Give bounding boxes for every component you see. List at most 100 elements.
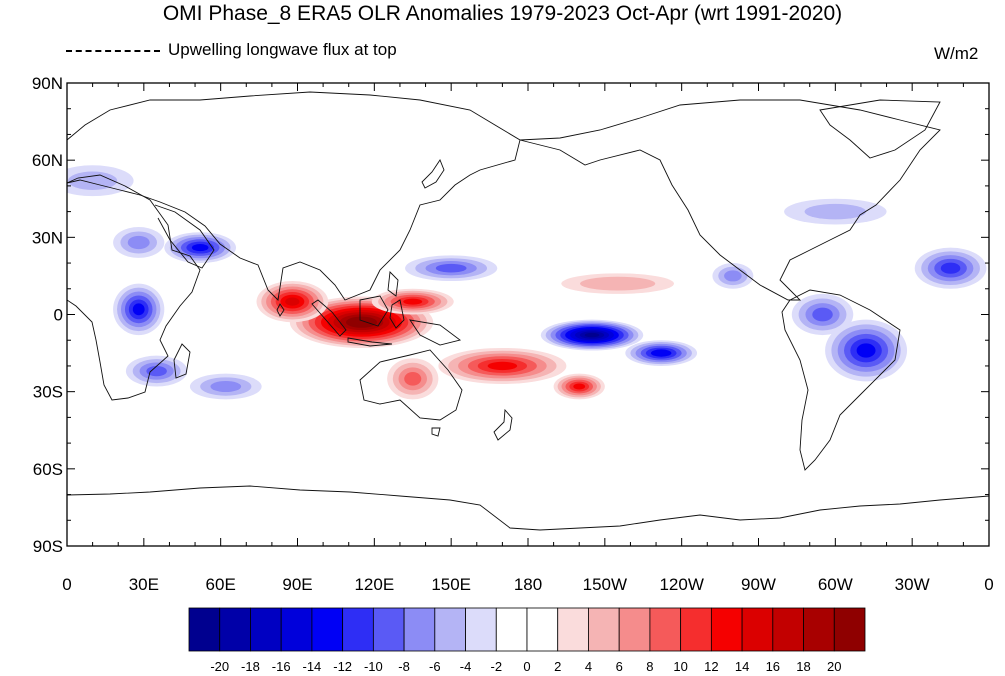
arabia-coastline — [154, 204, 215, 269]
flux-legend: Upwelling longwave flux at top — [66, 40, 397, 60]
flux-legend-label: Upwelling longwave flux at top — [168, 40, 397, 59]
colorbar-label: 8 — [646, 659, 653, 674]
south-pacific-positive-contour — [573, 383, 586, 390]
colorbar-label: -2 — [490, 659, 502, 674]
middle-east-negative-contour — [127, 235, 150, 250]
lon-label: 120W — [659, 575, 703, 594]
colorbar-swatch — [588, 607, 620, 652]
spcz-positive — [438, 347, 567, 384]
australia-positive-contour — [404, 371, 422, 386]
west-pacific-negative-contour — [435, 263, 467, 273]
north-america-coastline — [519, 99, 941, 301]
lon-label: 0 — [62, 575, 71, 594]
colorbar-label: -8 — [398, 659, 410, 674]
north-atlantic-negative — [784, 198, 887, 225]
north-atlantic-negative-contour — [804, 203, 867, 220]
colorbar-label: 4 — [585, 659, 592, 674]
brazil-negative-contour — [856, 343, 876, 358]
colorbar-label: 0 — [523, 659, 530, 674]
colorbar-label: 20 — [827, 659, 841, 674]
colorbar-label: -12 — [333, 659, 352, 674]
colorbar-swatch — [833, 607, 866, 652]
lat-label: 0 — [54, 306, 63, 325]
dashed-line-icon — [66, 49, 160, 52]
units-label: W/m2 — [934, 44, 979, 63]
madagascar-coastline — [173, 343, 191, 379]
colorbar-swatch — [219, 607, 251, 652]
colorbar-swatch — [434, 607, 466, 652]
central-america-negative-contour — [724, 270, 742, 282]
lon-label: 30E — [129, 575, 159, 594]
colorbar-swatch — [250, 607, 282, 652]
atlantic-negative — [914, 247, 987, 289]
brazil-negative — [825, 319, 908, 382]
colorbar-swatch — [280, 607, 313, 652]
colorbar-swatch — [311, 607, 344, 652]
colorbar-swatch — [372, 607, 405, 652]
colorbar-label: 6 — [616, 659, 623, 674]
colorbar-swatch — [618, 607, 651, 652]
sri-lanka-coastline — [276, 303, 285, 317]
south-china-sea-positive — [371, 288, 454, 315]
europe-negative-contour — [68, 171, 118, 191]
colorbar-swatch — [803, 607, 835, 652]
central-pacific-negative-contour — [584, 332, 600, 338]
colorbar-swatch — [710, 607, 743, 652]
lat-label: 30S — [33, 383, 63, 402]
eurasia-coastline — [67, 91, 521, 301]
colorbar-label: -6 — [429, 659, 441, 674]
lon-label: 120E — [354, 575, 394, 594]
colorbar-swatch — [188, 607, 221, 652]
borneo-coastline — [359, 295, 389, 327]
lon-label: 150W — [583, 575, 627, 594]
australia-coastline — [359, 349, 463, 421]
south-america-coastline — [781, 289, 901, 471]
colorbar-swatch — [772, 607, 804, 652]
colorbar-swatch — [342, 607, 374, 652]
colorbar-label: 14 — [735, 659, 749, 674]
lon-label: 0 — [984, 575, 993, 594]
south-indian-ocean-negative — [189, 373, 262, 400]
amazon-negative — [791, 293, 854, 336]
arabia-negative-contour — [191, 244, 209, 252]
map-axes: 90N 60N 30N 0 30S 60S 90S 0 30E 60E 90E 120E 150E 180… — [32, 74, 994, 594]
colorbar-label: 18 — [796, 659, 810, 674]
lon-label: 90E — [282, 575, 312, 594]
lon-label: 90W — [741, 575, 776, 594]
colorbar-swatch — [741, 607, 774, 652]
south-pacific-positive — [553, 373, 605, 400]
antarctica-coastline — [67, 485, 989, 531]
arabia-negative — [164, 232, 237, 264]
colorbar-label: 12 — [704, 659, 718, 674]
central-pacific-negative — [540, 319, 644, 351]
west-pacific-negative — [405, 255, 498, 282]
colorbar: -20 -18 -16 -14 -12 -10 -8 -6 -4 -2 0 2 4 6 8 10 12 14 16 1… — [188, 607, 866, 674]
lon-label: 60W — [818, 575, 853, 594]
tasmania-coastline — [431, 427, 441, 437]
lon-label: 150E — [431, 575, 471, 594]
philippines-coastline — [387, 271, 399, 297]
colorbar-swatch — [557, 607, 589, 652]
lon-label: 30W — [895, 575, 930, 594]
east-pacific-negative — [625, 340, 698, 366]
colorbar-swatch — [526, 607, 559, 652]
north-pacific-positive-contour — [580, 276, 656, 291]
lon-label: 60E — [206, 575, 236, 594]
africa-coastline — [67, 174, 201, 401]
chart-title: OMI Phase_8 ERA5 OLR Anomalies 1979-2023… — [162, 2, 843, 25]
amazon-negative-contour — [812, 307, 833, 322]
lat-label: 30N — [32, 228, 63, 247]
colorbar-label: 2 — [554, 659, 561, 674]
new-zealand-coastline — [493, 408, 513, 441]
japan-coastline — [421, 159, 445, 189]
east-africa-negative — [113, 283, 165, 336]
atlantic-negative-contour — [940, 262, 961, 274]
colorbar-label: -18 — [241, 659, 260, 674]
maritime-continent-positive — [289, 296, 434, 348]
anomaly-layer — [67, 165, 987, 400]
colorbar-label: -4 — [460, 659, 472, 674]
indian-ocean-positive-contour — [285, 297, 300, 306]
middle-east-negative — [113, 227, 165, 258]
colorbar-swatch — [649, 607, 682, 652]
